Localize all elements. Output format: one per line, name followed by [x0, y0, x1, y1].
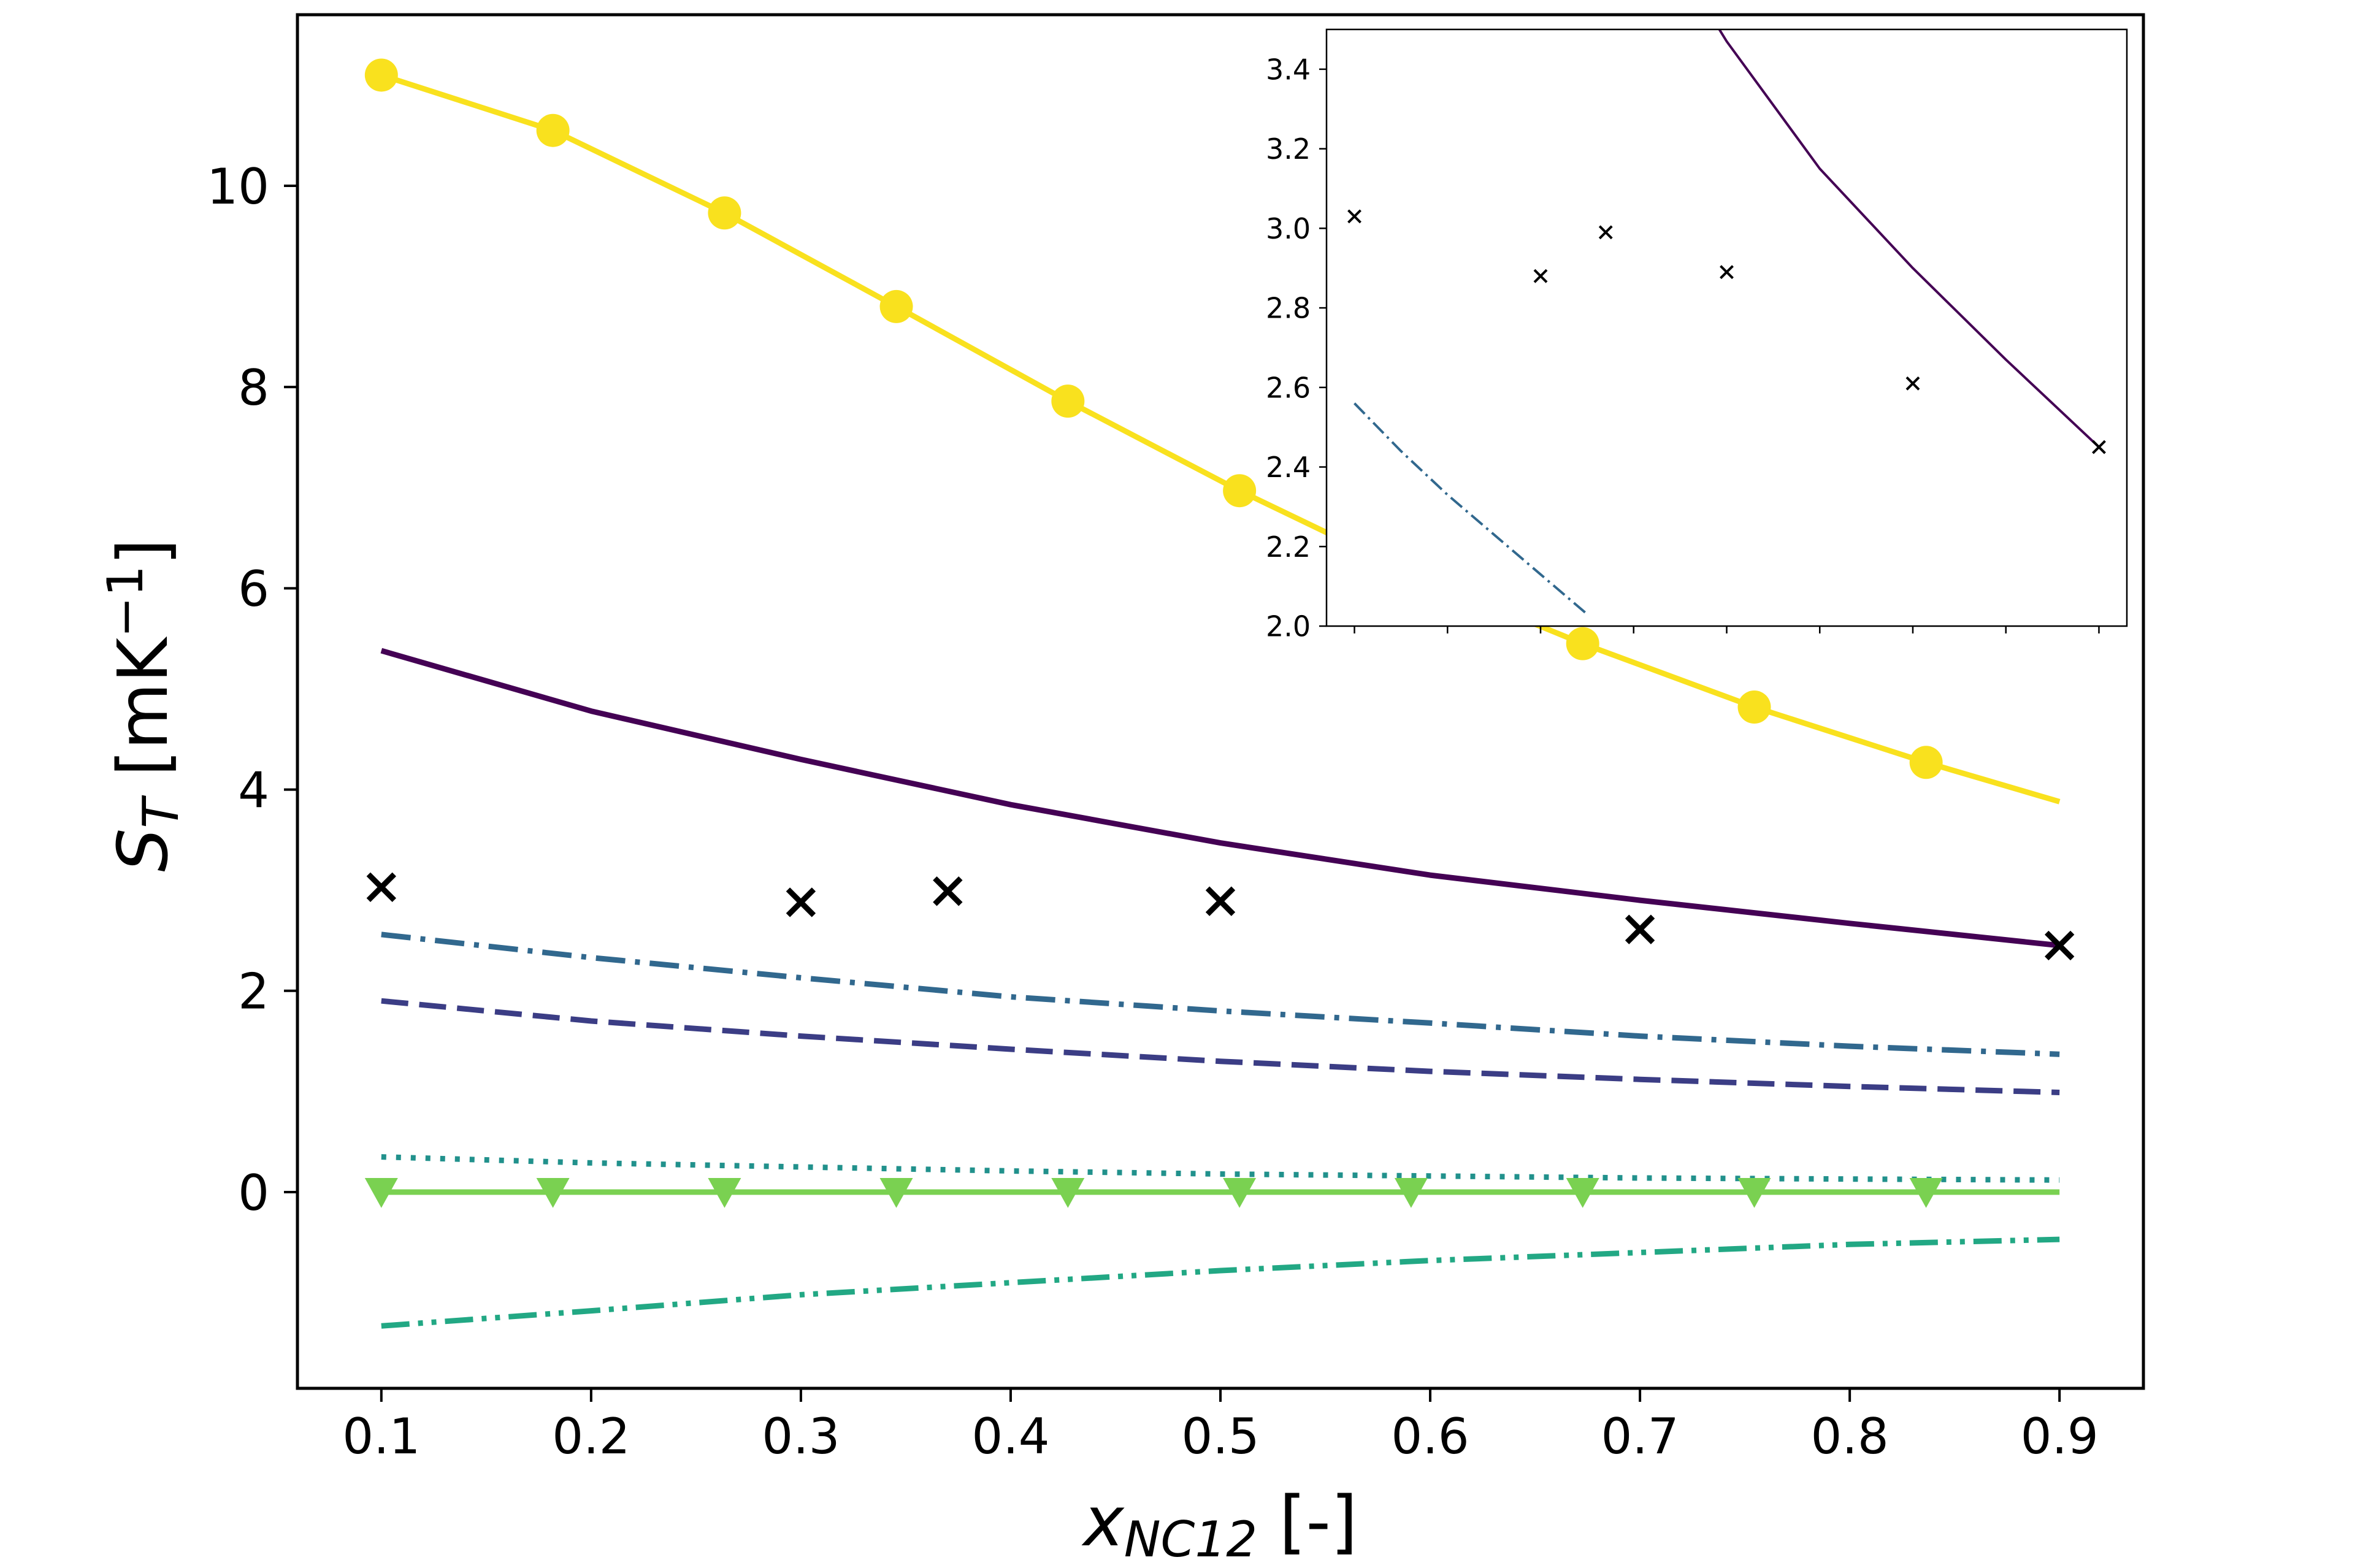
main-series-1: [380, 648, 2060, 949]
inset-series-2-point-4: [1905, 376, 1920, 391]
main-series-5-point-9: [1909, 1178, 1943, 1208]
main-series-2-line: [381, 931, 2060, 1057]
main-series-5-point-5: [1223, 1178, 1257, 1208]
inset-series-2: [1347, 209, 2106, 454]
main-series-5-point-3: [879, 1178, 913, 1208]
inset-y-tick-label-7: 3.4: [1266, 53, 1311, 86]
main-x-axis: 0.1 0.2 0.3 0.4 0.5 0.6 0.7 0.8 0.9: [342, 1388, 2099, 1465]
main-x-tick-label-3: 0.4: [971, 1408, 1049, 1465]
main-y-tick-label-3: 6: [238, 560, 269, 618]
main-series-3-line: [381, 998, 2060, 1095]
inset-plot: 2.0 2.2 2.4 2.6 2.8 3.0 3.2 3.4: [1266, 28, 2128, 643]
main-series-7-point-4: [1625, 914, 1655, 944]
main-series-5: [364, 1178, 2060, 1208]
main-y-tick-label-2: 4: [238, 762, 269, 819]
main-series-0-point-3: [879, 289, 913, 323]
main-x-tick-label-4: 0.5: [1181, 1408, 1259, 1465]
main-series-0-point-2: [708, 196, 741, 230]
main-series-4-line: [381, 1154, 2060, 1183]
main-series-5-point-0: [364, 1178, 398, 1208]
main-series-5-point-8: [1737, 1178, 1771, 1208]
inset-series-0: [1718, 29, 2100, 448]
inset-y-tick-label-2: 2.4: [1266, 451, 1311, 484]
main-series-0-point-4: [1051, 384, 1085, 418]
x-axis-label: xNC12 [-]: [1081, 1482, 1357, 1568]
inset-series-1-line: [1354, 402, 1588, 616]
main-x-tick-label-6: 0.7: [1601, 1408, 1679, 1465]
main-series-2: [381, 931, 2060, 1057]
main-x-tick-label-5: 0.6: [1391, 1408, 1469, 1465]
main-series-5-point-7: [1566, 1178, 1599, 1208]
main-series-4: [381, 1154, 2060, 1183]
inset-series-layer: [1347, 29, 2106, 616]
main-series-5-point-2: [708, 1178, 741, 1208]
main-series-0-point-5: [1223, 474, 1257, 508]
main-plot: 0.1 0.2 0.3 0.4 0.5 0.6 0.7 0.8 0.9 0 2 4 6 8 10 xNC1…: [97, 13, 2145, 1568]
main-series-6-line: [381, 1236, 2060, 1329]
main-series-0: [364, 58, 2061, 805]
main-series-5-point-1: [536, 1178, 570, 1208]
main-series-7: [366, 872, 2075, 961]
inset-y-tick-label-0: 2.0: [1266, 610, 1311, 643]
main-series-0-point-6: [1566, 627, 1599, 660]
y-axis-label: ST [mK−1]: [97, 538, 190, 871]
inset-series-2-point-2: [1598, 225, 1613, 240]
inset-y-axis: 2.0 2.2 2.4 2.6 2.8 3.0 3.2 3.4: [1266, 53, 1327, 643]
main-series-3: [381, 998, 2060, 1095]
inset-y-tick-label-1: 2.2: [1266, 530, 1311, 564]
main-x-tick-label-7: 0.8: [1811, 1408, 1889, 1465]
inset-series-2-point-5: [2092, 440, 2106, 454]
main-x-tick-label-0: 0.1: [342, 1408, 420, 1465]
inset-series-2-point-0: [1347, 209, 1361, 224]
main-x-tick-label-2: 0.3: [762, 1408, 840, 1465]
main-series-7-point-5: [2044, 930, 2075, 961]
main-x-tick-label-1: 0.2: [552, 1408, 630, 1465]
main-series-1-line: [380, 648, 2060, 949]
inset-background: [1327, 29, 2127, 626]
main-series-0-point-1: [536, 113, 570, 147]
main-series-7-point-0: [366, 872, 396, 902]
main-series-layer: [364, 58, 2075, 1329]
inset-y-tick-label-6: 3.2: [1266, 132, 1311, 166]
main-y-tick-label-0: 0: [238, 1165, 269, 1222]
main-series-7-point-2: [933, 876, 963, 906]
inset-y-tick-label-3: 2.6: [1266, 371, 1311, 404]
main-series-7-point-3: [1205, 886, 1236, 916]
inset-y-tick-label-4: 2.8: [1266, 292, 1311, 325]
inset-y-tick-label-5: 3.0: [1266, 212, 1311, 245]
inset-x-axis: [1354, 626, 2100, 633]
main-series-0-point-7: [1737, 690, 1771, 724]
inset-series-1: [1354, 402, 1588, 616]
main-y-tick-label-1: 2: [238, 963, 269, 1020]
inset-series-2-point-1: [1533, 269, 1548, 283]
main-series-6: [381, 1236, 2060, 1329]
main-series-0-point-0: [364, 58, 398, 92]
main-series-0-point-8: [1909, 746, 1943, 779]
main-y-axis: 0 2 4 6 8 10: [207, 158, 297, 1222]
main-series-5-point-6: [1394, 1178, 1428, 1208]
main-x-tick-label-8: 0.9: [2021, 1408, 2099, 1465]
main-y-tick-label-4: 8: [238, 359, 269, 416]
main-series-5-point-4: [1051, 1178, 1085, 1208]
inset-series-2-point-3: [1720, 265, 1734, 280]
main-y-tick-label-5: 10: [207, 158, 269, 215]
main-series-7-point-1: [786, 887, 816, 917]
inset-series-0-line: [1718, 29, 2100, 448]
